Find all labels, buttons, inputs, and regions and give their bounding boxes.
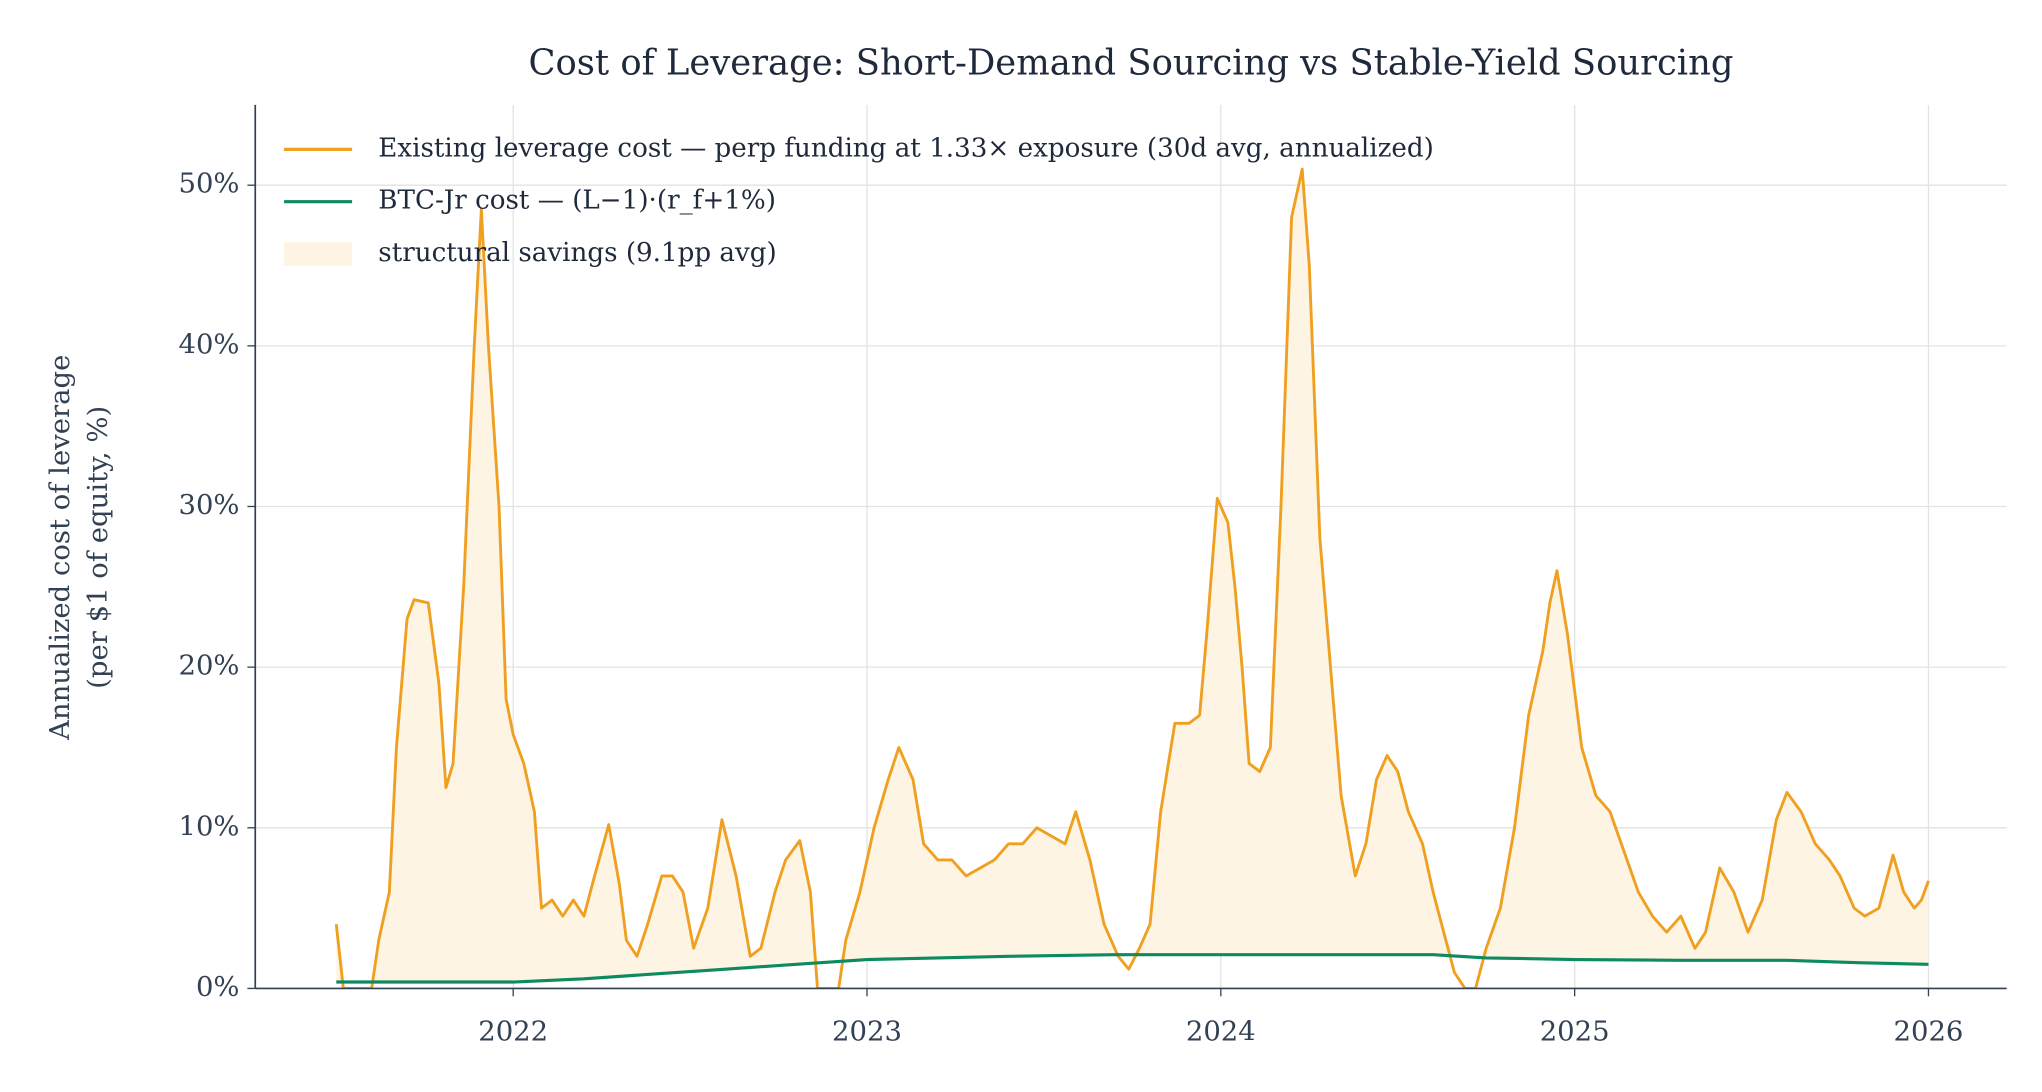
x-tick-label: 2023 — [832, 1015, 902, 1047]
y-tick-label: 10% — [178, 810, 239, 842]
x-tick-label: 2026 — [1894, 1015, 1964, 1047]
savings-area — [336, 169, 1929, 983]
y-axis-label: (per $1 of equity, %) — [82, 406, 114, 689]
ticks: 0% 10% 20% 30% 40% 50% 2022 2023 2024 2025 2026 — [178, 168, 1963, 1048]
y-tick-label: 40% — [178, 328, 239, 360]
y-tick-label: 20% — [178, 650, 239, 682]
chart-title: Cost of Leverage: Short-Demand Sourcing … — [528, 43, 1733, 84]
series-line — [334, 167, 1930, 989]
y-tick-label: 30% — [178, 489, 239, 521]
legend-label: structural savings (9.1pp avg) — [378, 238, 776, 268]
plot-area — [334, 167, 1930, 989]
y-tick-label: 50% — [178, 168, 239, 200]
legend: Existing leverage cost — perp funding at… — [284, 133, 1434, 268]
x-tick-label: 2022 — [478, 1015, 548, 1047]
y-tick-label: 0% — [196, 971, 240, 1003]
x-tick-label: 2024 — [1186, 1015, 1256, 1047]
legend-label: BTC-Jr cost — (L−1)·(r_f+1%) — [378, 186, 776, 216]
legend-swatch — [284, 242, 353, 266]
x-tick-label: 2025 — [1540, 1015, 1610, 1047]
legend-label: Existing leverage cost — perp funding at… — [378, 133, 1434, 163]
series-line — [336, 953, 1929, 984]
y-axis-label: Annualized cost of leverage — [44, 355, 76, 741]
